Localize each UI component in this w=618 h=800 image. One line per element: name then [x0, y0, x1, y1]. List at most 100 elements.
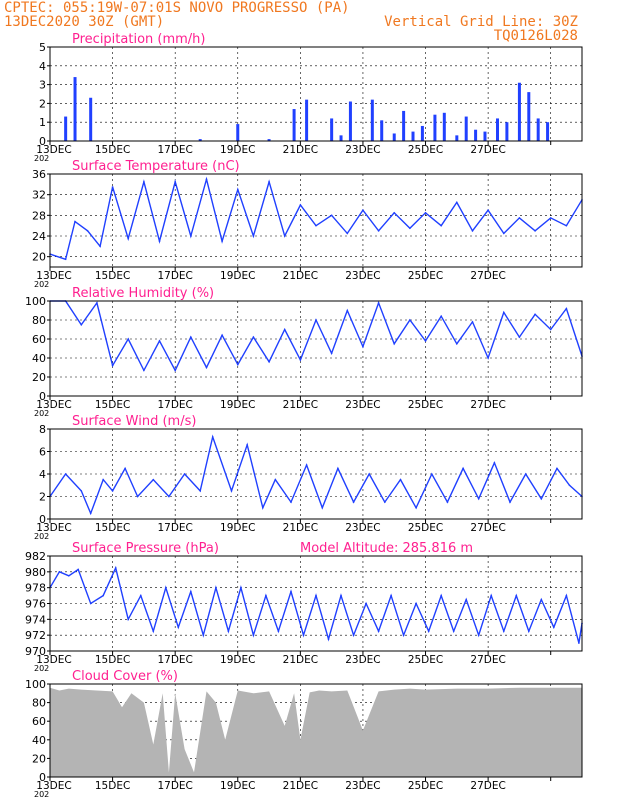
humidity-point [456, 342, 458, 345]
temperature-point [158, 240, 161, 242]
precipitation-ytick-label: 5 [39, 41, 46, 54]
wind-series-line [49, 434, 583, 516]
pressure-xtick-label: 27DEC [470, 654, 505, 666]
wind-point [183, 473, 186, 475]
wind-point [211, 436, 214, 438]
pressure-ytick-label: 972 [25, 629, 46, 642]
wind-ytick-label: 8 [39, 423, 46, 436]
wind-point [136, 495, 139, 498]
wind-point [230, 490, 233, 492]
temperature-year-label: 202 [34, 280, 49, 289]
wind-point [430, 473, 433, 475]
pressure-ytick-label: 974 [25, 613, 46, 626]
temperature-point [74, 220, 76, 223]
wind-point [262, 506, 264, 509]
temperature-xtick-label: 17DEC [157, 270, 192, 282]
precipitation-bar [464, 116, 468, 141]
pressure-point [365, 602, 367, 605]
pressure-annotation: Model Altitude: 285.816 m [300, 541, 473, 556]
precipitation-bar [73, 77, 77, 141]
humidity-point [330, 352, 333, 355]
wind-point [352, 501, 355, 503]
temperature-point [268, 180, 270, 183]
pressure-point [490, 594, 493, 597]
humidity-point [534, 313, 536, 316]
humidity-xtick-label: 23DEC [345, 399, 380, 411]
precipitation-xtick-label: 17DEC [157, 144, 192, 156]
humidity-xtick-label: 21DEC [283, 399, 318, 411]
pressure-title: Surface Pressure (hPa) [72, 541, 219, 556]
humidity-ytick-label: 40 [32, 352, 46, 365]
pressure-xtick-label: 23DEC [345, 654, 380, 666]
cloud-cover-xtick-label: 13DEC [36, 780, 71, 792]
precipitation-bar [536, 118, 540, 141]
temperature-point [283, 235, 286, 237]
precipitation-bar [380, 120, 384, 141]
pressure-point [164, 586, 167, 589]
precipitation-xtick-label: 15DEC [95, 144, 130, 156]
humidity-point [268, 361, 270, 363]
pressure-point [315, 594, 317, 597]
humidity-point [315, 319, 317, 321]
temperature-point [346, 232, 349, 235]
pressure-xtick-label: 15DEC [95, 654, 130, 666]
wind-point [446, 501, 449, 503]
precipitation-xtick-label: 19DEC [220, 144, 255, 156]
header-grid-line: Vertical Grid Line: 30Z [384, 14, 578, 30]
temperature-panel: 20 24 28 32 36 13DEC 15DEC 17DEC 19DEC 21DEC 23DEC… [32, 159, 583, 289]
temperature-point [424, 211, 427, 214]
wind-point [199, 490, 202, 492]
temperature-point [565, 224, 568, 227]
wind-year-label: 202 [34, 532, 49, 541]
temperature-point [518, 217, 521, 219]
precipitation-xtick-label: 25DEC [408, 144, 443, 156]
pressure-ytick-label: 982 [25, 550, 46, 563]
precipitation-bar [496, 118, 500, 141]
precipitation-ytick-label: 3 [39, 79, 46, 92]
precipitation-xtick-label: 13DEC [36, 144, 71, 156]
temperature-point [471, 230, 474, 232]
cloud-cover-xtick-label: 21DEC [283, 780, 318, 792]
pressure-point [240, 586, 242, 589]
pressure-xtick-label: 25DEC [408, 654, 443, 666]
pressure-point [390, 594, 392, 597]
pressure-point [77, 568, 79, 571]
pressure-xtick-label: 21DEC [283, 654, 318, 666]
precipitation-bar [442, 112, 446, 141]
pressure-point [502, 630, 505, 633]
humidity-point [283, 328, 286, 331]
pressure-ytick-label: 980 [25, 566, 46, 579]
wind-point [102, 478, 104, 481]
pressure-point [327, 638, 330, 640]
cloud-cover-area [50, 687, 582, 777]
wind-point [556, 467, 558, 470]
humidity-point [252, 336, 255, 338]
pressure-point [127, 618, 130, 621]
temperature-ytick-label: 24 [32, 230, 46, 243]
temperature-point [86, 230, 89, 232]
pressure-point [465, 598, 468, 601]
header-model: TQ0126L028 [493, 28, 578, 44]
temperature-point [252, 235, 255, 237]
cloud-cover-xtick-label: 27DEC [470, 780, 505, 792]
pressure-xtick-label: 13DEC [36, 654, 71, 666]
wind-point [64, 473, 67, 475]
humidity-ytick-label: 0 [39, 390, 46, 403]
humidity-title: Relative Humidity (%) [72, 286, 214, 301]
humidity-point [143, 369, 145, 372]
precipitation-ytick-label: 0 [39, 135, 46, 148]
humidity-point [158, 340, 161, 342]
wind-point [337, 467, 339, 470]
wind-point [540, 497, 543, 500]
temperature-xtick-label: 13DEC [36, 270, 71, 282]
pressure-ytick-label: 970 [25, 645, 46, 658]
cloud-cover-ytick-label: 80 [32, 697, 46, 710]
precipitation-ytick-label: 1 [39, 116, 46, 129]
wind-point [168, 495, 170, 498]
wind-point [568, 484, 571, 487]
temperature-point [487, 209, 489, 211]
temperature-ytick-label: 20 [32, 251, 46, 264]
wind-title: Surface Wind (m/s) [72, 414, 196, 429]
temperature-xtick-label: 27DEC [470, 270, 505, 282]
